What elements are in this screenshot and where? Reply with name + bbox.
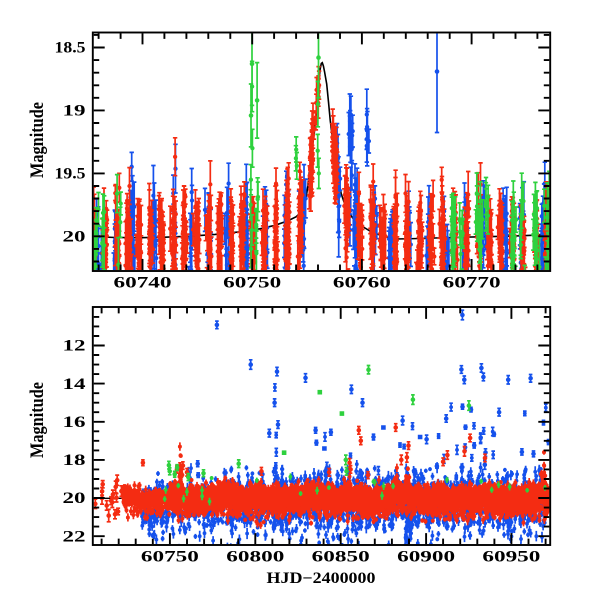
svg-text:60850: 60850 — [312, 549, 370, 566]
svg-text:60900: 60900 — [397, 549, 455, 566]
svg-text:60750: 60750 — [223, 275, 281, 292]
svg-text:60750: 60750 — [141, 549, 199, 566]
svg-text:60770: 60770 — [443, 275, 501, 292]
svg-text:60800: 60800 — [226, 549, 284, 566]
svg-text:22: 22 — [63, 528, 86, 545]
svg-text:12: 12 — [63, 338, 86, 355]
svg-text:60760: 60760 — [333, 275, 391, 292]
svg-text:19: 19 — [63, 103, 86, 120]
svg-text:Magnitude: Magnitude — [27, 102, 48, 178]
svg-text:18.5: 18.5 — [55, 40, 86, 57]
svg-text:19.5: 19.5 — [55, 166, 86, 183]
svg-text:18: 18 — [63, 452, 86, 469]
svg-text:16: 16 — [63, 414, 86, 431]
svg-text:20: 20 — [63, 229, 86, 246]
svg-text:20: 20 — [63, 490, 86, 507]
svg-text:Magnitude: Magnitude — [27, 382, 48, 458]
svg-text:60740: 60740 — [114, 275, 172, 292]
svg-text:14: 14 — [63, 376, 86, 393]
svg-text:HJD−2400000: HJD−2400000 — [267, 570, 376, 587]
svg-text:60950: 60950 — [482, 549, 540, 566]
